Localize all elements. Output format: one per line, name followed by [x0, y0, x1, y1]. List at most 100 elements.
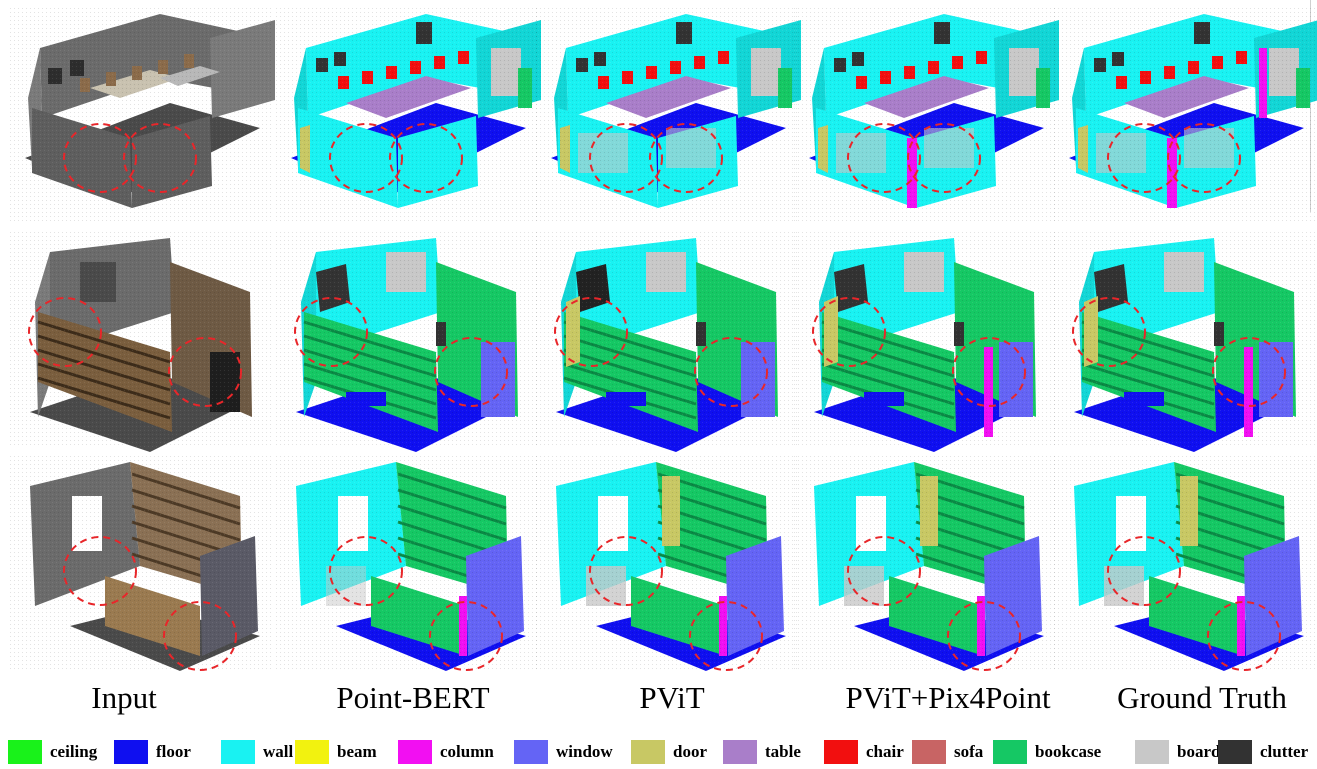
chair-object: [670, 61, 681, 74]
column-label-pix4point: PViT+Pix4Point: [845, 680, 1051, 715]
legend-item-window: window: [514, 739, 613, 765]
door-object: [300, 125, 310, 173]
door-object: [920, 476, 938, 546]
legend-label: ceiling: [50, 742, 98, 761]
legend-item-column: column: [398, 739, 494, 765]
doorway: [1116, 496, 1146, 551]
door-object: [566, 296, 580, 367]
chair-object: [1188, 61, 1199, 74]
clutter-object: [576, 58, 588, 72]
legend-swatch: [114, 740, 148, 764]
floor-patch: [606, 392, 646, 406]
scene-storage-room-pvit: [536, 456, 798, 671]
highlight-circle: [329, 123, 403, 193]
legend-label: chair: [866, 742, 904, 761]
legend-item-beam: beam: [295, 739, 377, 765]
chair-object: [622, 71, 633, 84]
legend-item-ceiling: ceiling: [8, 739, 97, 765]
highlight-circle: [694, 337, 768, 407]
scene-office-pix4point: [794, 8, 1059, 223]
chair-object: [696, 322, 706, 346]
highlight-circle: [589, 123, 663, 193]
chair-object: [1116, 76, 1127, 89]
legend-swatch: [631, 740, 665, 764]
board-object: [904, 252, 944, 292]
highlight-circle: [63, 123, 137, 193]
legend-label: window: [556, 742, 613, 761]
highlight-circle: [1207, 601, 1281, 671]
bookcase-object: [518, 68, 532, 108]
highlight-circle: [163, 601, 237, 671]
scene-bookshelf-room-pvit: [536, 232, 798, 452]
board-object: [491, 48, 521, 96]
scene-storage-room-gt: [1054, 456, 1316, 671]
picture-wall: [80, 262, 116, 302]
clutter-object: [834, 58, 846, 72]
chair-object: [1214, 322, 1224, 346]
highlight-circle: [1072, 297, 1146, 367]
chair-object: [1140, 71, 1151, 84]
doorway: [856, 496, 886, 551]
chair-object: [338, 76, 349, 89]
scene-bookshelf-room-pix4point: [794, 232, 1056, 452]
column-object: [1244, 347, 1253, 437]
legend-item-board: board: [1135, 739, 1220, 765]
highlight-circle: [1212, 337, 1286, 407]
chair-object: [184, 54, 194, 68]
highlight-circle: [812, 297, 886, 367]
door-object: [1180, 476, 1198, 546]
legend-swatch: [398, 740, 432, 764]
scene-storage-room-pix4point: [794, 456, 1056, 671]
column-label-ground-truth: Ground Truth: [1117, 680, 1287, 715]
column-label-input: Input: [91, 680, 157, 715]
board-object: [1164, 252, 1204, 292]
board-object: [1096, 133, 1146, 173]
legend-item-clutter: clutter: [1218, 739, 1308, 765]
legend-swatch: [912, 740, 946, 764]
column-object: [1237, 596, 1245, 656]
segmentation-figure: [10, 8, 1317, 671]
picture-frame: [48, 68, 62, 84]
chair-object: [158, 60, 168, 74]
chair-object: [694, 56, 705, 69]
board-object: [1184, 128, 1234, 168]
chair-object: [952, 56, 963, 69]
bookcase-object: [1296, 68, 1310, 108]
highlight-circle: [389, 123, 463, 193]
clutter-object: [334, 52, 346, 66]
scene-office-gt: [1054, 8, 1317, 223]
column-object: [1259, 48, 1267, 118]
legend-swatch: [723, 740, 757, 764]
doorway: [598, 496, 628, 551]
column-object: [977, 596, 985, 656]
clutter-object: [934, 22, 950, 44]
highlight-circle: [329, 536, 403, 606]
legend-item-wall: wall: [221, 739, 293, 765]
highlight-circle: [63, 536, 137, 606]
window-object: [999, 342, 1033, 417]
scene-storage-room-pointbert: [276, 456, 538, 671]
column-object: [719, 596, 727, 656]
board-object: [1269, 48, 1299, 96]
highlight-circle: [1107, 536, 1181, 606]
clutter-object: [1094, 58, 1106, 72]
scene-storage-room-input: [10, 456, 272, 671]
board-object: [646, 252, 686, 292]
chair-object: [1212, 56, 1223, 69]
scene-bookshelf-room-gt: [1054, 232, 1316, 452]
scene-office-pvit: [536, 8, 801, 223]
window-object: [1259, 342, 1293, 417]
chair-object: [362, 71, 373, 84]
chair-object: [1164, 66, 1175, 79]
chair-object: [106, 72, 116, 86]
door-object: [1078, 125, 1088, 173]
highlight-circle: [947, 601, 1021, 671]
legend-swatch: [8, 740, 42, 764]
window-object: [210, 352, 240, 412]
highlight-circle: [554, 297, 628, 367]
highlight-circle: [907, 123, 981, 193]
clutter-object: [1112, 52, 1124, 66]
highlight-circle: [1167, 123, 1241, 193]
clutter-object: [852, 52, 864, 66]
legend-swatch: [295, 740, 329, 764]
